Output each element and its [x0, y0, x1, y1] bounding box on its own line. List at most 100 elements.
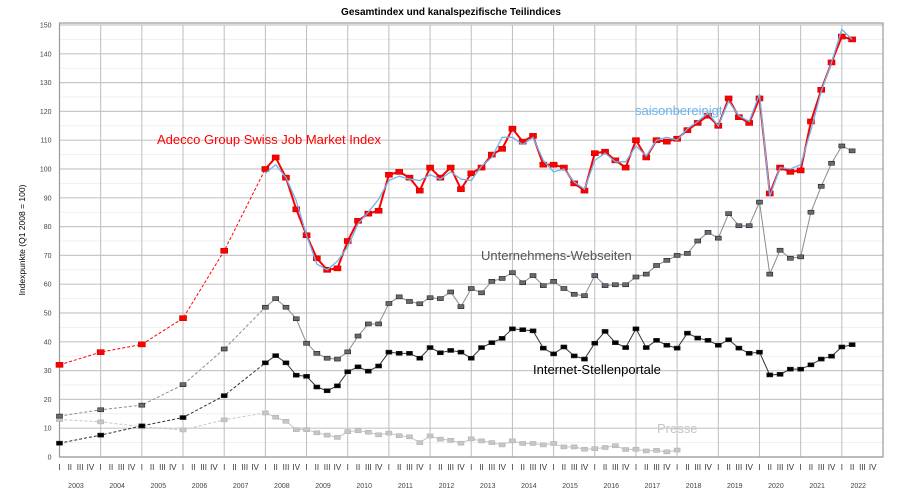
x-tick-quarter: I — [347, 463, 349, 472]
data-point — [570, 180, 578, 187]
y-tick-label: 90 — [44, 195, 52, 202]
x-tick-quarter: II — [191, 463, 195, 472]
x-tick-quarter: II — [397, 463, 401, 472]
data-point — [642, 271, 650, 277]
data-point — [807, 362, 815, 368]
data-point — [416, 355, 424, 361]
data-point — [673, 447, 681, 453]
data-point — [612, 443, 619, 449]
data-point — [570, 291, 578, 297]
x-tick-quarter: I — [594, 463, 596, 472]
x-tick-quarter: II — [68, 463, 72, 472]
x-tick-quarter: III — [241, 463, 248, 472]
x-tick-quarter: II — [315, 463, 319, 472]
x-tick-quarter: IV — [334, 463, 342, 472]
data-point — [261, 166, 270, 172]
data-point — [735, 223, 743, 229]
y-tick-label: 0 — [48, 455, 52, 462]
x-tick-quarter: I — [758, 463, 760, 472]
x-tick-quarter: I — [305, 463, 307, 472]
data-point — [406, 299, 413, 304]
data-point — [385, 301, 393, 306]
data-point — [262, 304, 269, 310]
series-saisonbereinigt — [264, 28, 853, 271]
x-tick-quarter: I — [429, 463, 431, 472]
data-point — [529, 328, 537, 334]
x-tick-quarter: II — [273, 463, 277, 472]
x-tick-quarter: I — [676, 463, 678, 472]
x-tick-quarter: II — [809, 463, 813, 472]
x-tick-quarter: IV — [622, 463, 630, 472]
data-point — [395, 169, 403, 175]
data-point — [220, 417, 228, 423]
data-point — [138, 423, 146, 429]
x-tick-quarter: III — [530, 463, 537, 472]
data-point — [581, 446, 588, 452]
data-point — [848, 148, 856, 154]
data-point — [632, 137, 640, 143]
x-tick-quarter: III — [324, 463, 331, 472]
data-point — [97, 419, 104, 425]
data-point — [447, 437, 454, 443]
data-point — [704, 230, 712, 235]
data-point — [509, 438, 516, 444]
data-point — [365, 429, 372, 435]
data-point — [519, 327, 527, 333]
x-tick-quarter: IV — [416, 463, 424, 472]
x-tick-quarter: III — [406, 463, 413, 472]
data-point — [488, 340, 496, 345]
data-point — [601, 148, 609, 155]
data-point — [529, 441, 537, 446]
data-point — [766, 372, 774, 378]
x-tick-quarter: I — [388, 463, 390, 472]
x-tick-year: 2010 — [356, 483, 372, 490]
data-point — [693, 120, 702, 126]
data-point — [406, 351, 413, 356]
data-point — [725, 337, 732, 343]
x-tick-quarter: IV — [581, 463, 589, 472]
x-tick-year: 2013 — [480, 483, 496, 490]
data-point — [663, 449, 671, 455]
x-tick-quarter: III — [571, 463, 578, 472]
x-tick-quarter: IV — [87, 463, 95, 472]
x-tick-quarter: III — [653, 463, 660, 472]
x-tick-quarter: IV — [828, 463, 836, 472]
x-tick-year: 2008 — [274, 483, 290, 490]
y-tick-label: 140 — [40, 51, 52, 58]
data-point — [385, 349, 393, 355]
x-tick-year: 2014 — [521, 483, 537, 490]
data-point — [560, 444, 568, 450]
data-point — [714, 342, 722, 348]
data-point — [591, 273, 599, 278]
x-tick-year: 2016 — [603, 483, 619, 490]
data-point — [97, 432, 104, 438]
data-point — [529, 273, 537, 278]
data-point — [385, 430, 393, 436]
data-point — [622, 345, 629, 350]
x-tick-quarter: I — [511, 463, 513, 472]
x-tick-quarter: I — [223, 463, 225, 472]
x-tick-quarter: III — [283, 463, 290, 472]
x-tick-year: 2020 — [768, 483, 784, 490]
data-point — [262, 410, 269, 416]
data-point — [776, 372, 784, 377]
data-point — [776, 247, 784, 253]
data-point — [292, 316, 300, 322]
x-tick-quarter: IV — [292, 463, 300, 472]
x-tick-quarter: IV — [540, 463, 548, 472]
data-point — [621, 164, 630, 171]
data-point — [591, 340, 599, 346]
data-point — [447, 348, 454, 353]
data-point — [55, 362, 64, 368]
data-point — [416, 301, 424, 307]
data-point — [684, 251, 691, 256]
data-point — [344, 349, 352, 355]
data-point — [478, 345, 485, 350]
data-point — [303, 340, 310, 346]
data-point — [601, 283, 609, 288]
data-point — [756, 349, 763, 355]
y-tick-label: 30 — [44, 368, 52, 375]
data-point — [415, 187, 424, 194]
data-point — [601, 445, 609, 450]
